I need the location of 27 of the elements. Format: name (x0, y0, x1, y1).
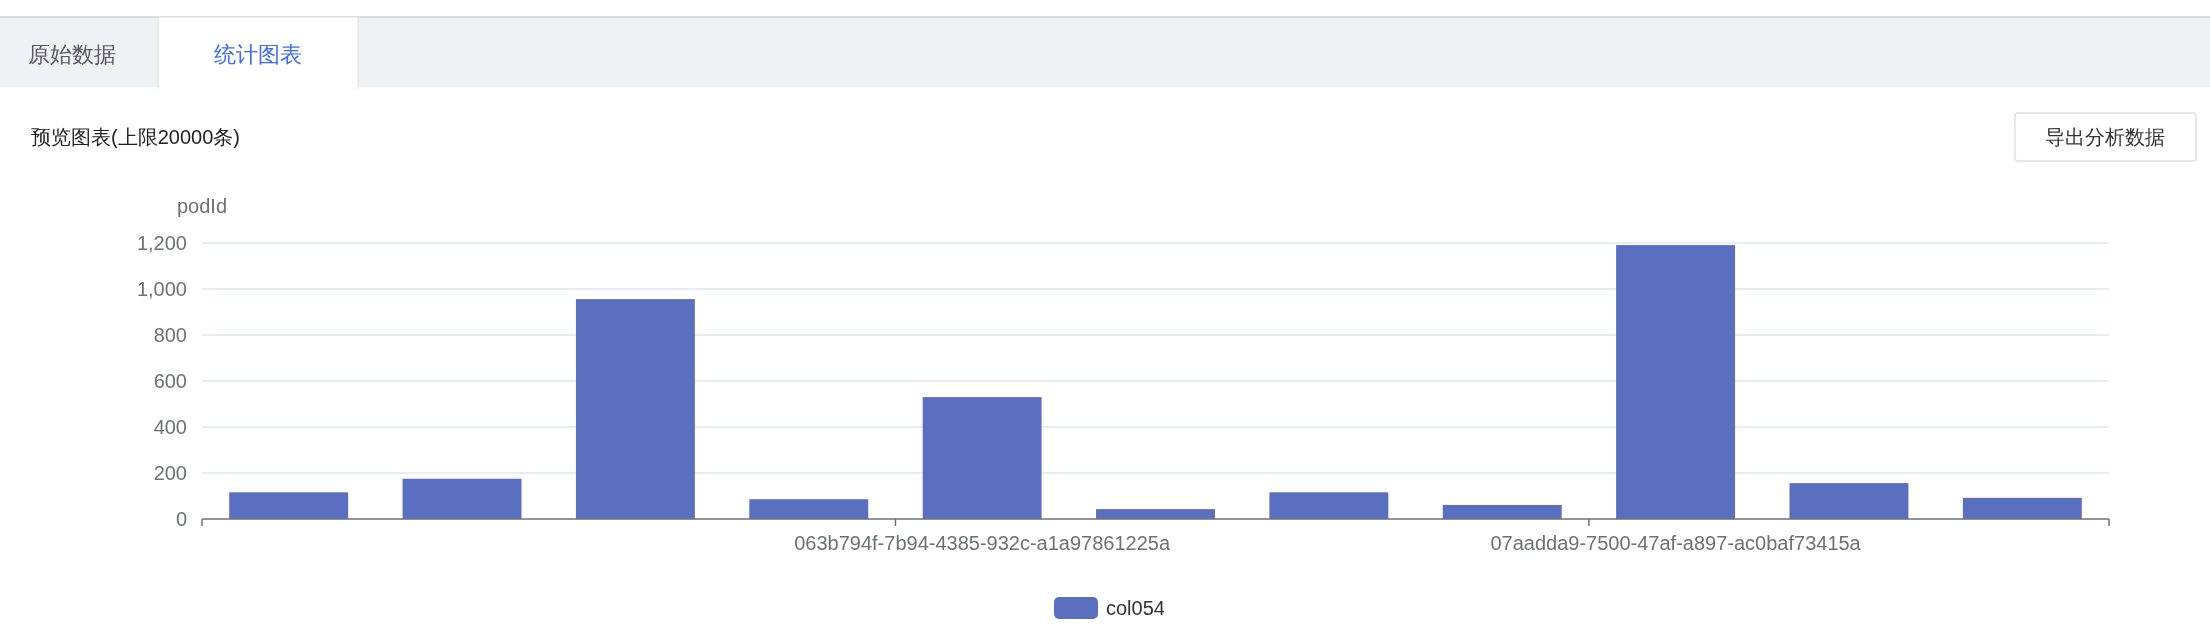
bar (1962, 497, 2082, 519)
x-tick-label: 07aadda9-7500-47af-a897-ac0baf73415a (1490, 532, 1862, 554)
bar (402, 478, 522, 519)
y-tick-label: 1,200 (136, 232, 187, 254)
y-tick-label: 0 (175, 508, 187, 530)
bar (749, 499, 869, 519)
button: 导出分析数据 (2014, 112, 2197, 162)
bar (922, 397, 1042, 519)
y-axis-title: podId (176, 195, 228, 217)
bar (575, 299, 695, 519)
legend-label: col054 (1106, 597, 1165, 619)
chart-title: 预览图表(上限20000条) (31, 126, 240, 148)
bar (1616, 245, 1736, 519)
bar (1269, 492, 1389, 519)
bar (1789, 483, 1909, 519)
tab-label: 统计图表 (214, 42, 302, 67)
tab-label: 原始数据 (28, 42, 116, 67)
legend: col054 (1054, 597, 1165, 619)
bar (1442, 504, 1562, 519)
y-tick-label: 600 (153, 370, 187, 392)
y-tick-label: 1,000 (136, 278, 187, 300)
x-tick-label: 063b794f-7b94-4385-932c-a1a97861225a (794, 532, 1171, 554)
bar (229, 492, 349, 519)
bar (1096, 509, 1215, 519)
y-tick-label: 200 (153, 462, 187, 484)
y-tick-label: 400 (153, 416, 187, 438)
y-tick-label: 800 (153, 324, 187, 346)
